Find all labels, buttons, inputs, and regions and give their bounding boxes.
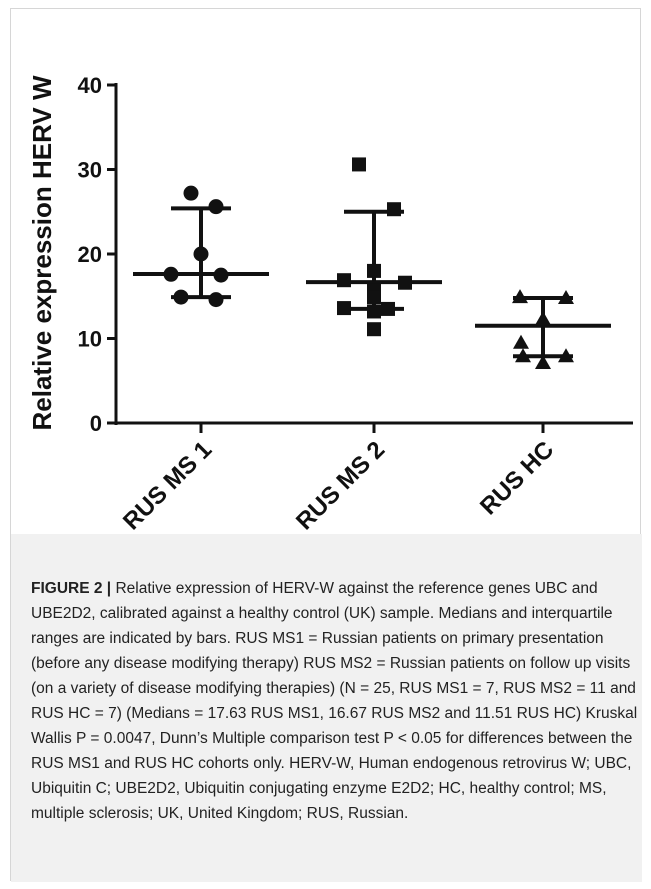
caption-label: FIGURE 2 | bbox=[31, 580, 112, 597]
caption-background bbox=[11, 534, 642, 882]
data-point-square bbox=[367, 322, 381, 337]
x-tick-label: RUS MS 1 bbox=[118, 436, 217, 534]
data-point-square bbox=[337, 301, 351, 316]
data-point-triangle bbox=[535, 355, 551, 370]
y-tick-label: 10 bbox=[78, 327, 102, 352]
figure-frame: Relative expression HERV W 0 10 20 30 40 RUS … bbox=[10, 8, 642, 882]
data-point-circle bbox=[163, 266, 179, 282]
y-tick-label: 0 bbox=[90, 411, 102, 436]
chart: Relative expression HERV W 0 10 20 30 40 RUS … bbox=[27, 73, 633, 534]
data-point-circle bbox=[208, 199, 224, 215]
data-point-square bbox=[337, 273, 351, 288]
data-point-square bbox=[398, 275, 412, 290]
data-point-triangle bbox=[513, 334, 529, 349]
data-point-triangle bbox=[558, 289, 574, 304]
data-point-square bbox=[367, 304, 381, 319]
y-tick-label: 40 bbox=[78, 73, 102, 98]
data-points bbox=[163, 157, 574, 370]
y-tick-label: 30 bbox=[78, 158, 102, 183]
data-point-triangle bbox=[558, 348, 574, 363]
axes: 0 10 20 30 40 RUS MS 1 RUS MS 2 RUS HC bbox=[78, 73, 633, 534]
x-tick-label: RUS MS 2 bbox=[291, 436, 390, 534]
data-point-circle bbox=[208, 292, 224, 308]
data-point-square bbox=[352, 157, 366, 172]
data-point-triangle bbox=[512, 289, 528, 304]
data-point-circle bbox=[193, 246, 209, 262]
y-axis-label: Relative expression HERV W bbox=[27, 75, 57, 430]
y-tick-label: 20 bbox=[78, 242, 102, 267]
x-tick-label: RUS HC bbox=[475, 436, 559, 520]
data-point-square bbox=[387, 202, 401, 217]
data-point-square bbox=[367, 263, 381, 278]
figure-caption: FIGURE 2 | Relative expression of HERV-W… bbox=[31, 576, 639, 826]
data-point-square bbox=[367, 290, 381, 305]
data-point-circle bbox=[173, 289, 189, 305]
caption-body: Relative expression of HERV-W against th… bbox=[31, 580, 638, 822]
data-point-triangle bbox=[515, 348, 531, 363]
data-point-triangle bbox=[535, 311, 551, 326]
data-point-circle bbox=[213, 267, 229, 283]
data-point-square bbox=[381, 301, 395, 316]
data-point-circle bbox=[183, 185, 199, 201]
